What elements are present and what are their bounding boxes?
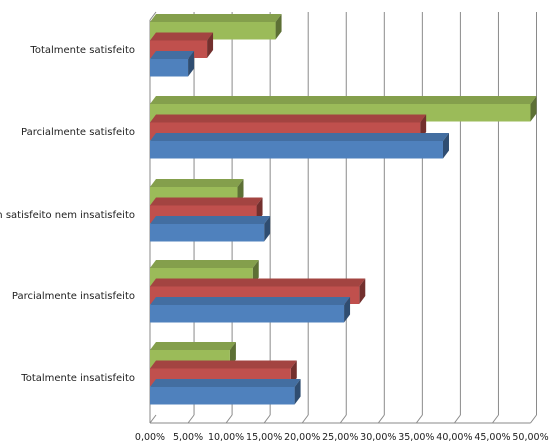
gridline-floor [339, 414, 347, 424]
bar-top-face [150, 360, 297, 369]
bars [150, 14, 537, 405]
bar-front-face [150, 141, 443, 159]
x-tick-labels: 0,00% 5,00% 10,00% 15,00% 20,00% 25,00% 30,00%… [135, 432, 549, 443]
bar-side-face [530, 96, 537, 122]
axis-depth-top [149, 11, 157, 21]
bar-front-face [150, 224, 265, 242]
bar-side-face [359, 278, 366, 304]
x-tick-label: 0,00% [135, 432, 165, 443]
bar-top-face [150, 379, 301, 387]
x-tick-label: 25,00% [322, 432, 358, 443]
bar-top-face [150, 32, 214, 41]
axis-depth-bottom [149, 414, 157, 424]
bar-front-face [150, 59, 189, 77]
gridline-floor [492, 414, 499, 424]
gridline-floor [301, 414, 309, 424]
bar-top-face [150, 96, 537, 104]
bar [150, 51, 195, 77]
bar-top-face [150, 133, 449, 141]
x-tick-label: 50,00% [512, 432, 548, 443]
bar [150, 297, 351, 323]
bar-top-face [150, 297, 351, 305]
bar-front-face [150, 305, 345, 323]
category-label: Parcialmente insatisfeito [12, 291, 135, 302]
bar-front-face [150, 387, 295, 405]
bar-side-face [264, 216, 271, 242]
gridline-floor [377, 414, 385, 424]
bar [150, 133, 449, 159]
x-tick-label: 30,00% [360, 432, 396, 443]
x-tick-label: 15,00% [246, 432, 282, 443]
bar-side-face [294, 379, 301, 405]
category-label: Totalmente insatisfeito [20, 373, 135, 384]
x-tick-label: 45,00% [474, 432, 510, 443]
x-tick-label: 20,00% [284, 432, 320, 443]
bar-top-face [150, 51, 195, 59]
bar-top-face [150, 179, 244, 187]
x-tick-label: 35,00% [398, 432, 434, 443]
x-tick-label: 40,00% [436, 432, 472, 443]
gridline-floor [263, 414, 271, 424]
category-label: Parcialmente satisfeito [21, 127, 135, 138]
bar-top-face [150, 114, 427, 123]
bar-side-face [207, 32, 214, 58]
gridline-floor [187, 414, 195, 424]
x-tick-label: 10,00% [208, 432, 244, 443]
bar-side-face [442, 133, 449, 159]
bar-side-face [275, 14, 282, 40]
bar [150, 379, 301, 405]
bar-top-face [150, 278, 366, 287]
category-labels: Totalmente satisfeito Parcialmente satisf… [0, 45, 135, 384]
bar-top-face [150, 197, 263, 206]
gridline-floor [225, 414, 233, 424]
bar [150, 216, 271, 242]
bar-side-face [188, 51, 195, 77]
gridline-floor [530, 414, 537, 424]
bar-top-face [150, 216, 271, 224]
gridline-floor [453, 414, 461, 424]
x-tick-label: 5,00% [173, 432, 203, 443]
bar-top-face [150, 260, 259, 268]
bar-top-face [150, 14, 282, 22]
grid-lines [187, 12, 537, 424]
category-label: Nem satisfeito nem insatisfeito [0, 210, 135, 221]
bar-top-face [150, 342, 236, 350]
bar-side-face [344, 297, 351, 323]
gridline-floor [415, 414, 423, 424]
category-label: Totalmente satisfeito [29, 45, 135, 56]
